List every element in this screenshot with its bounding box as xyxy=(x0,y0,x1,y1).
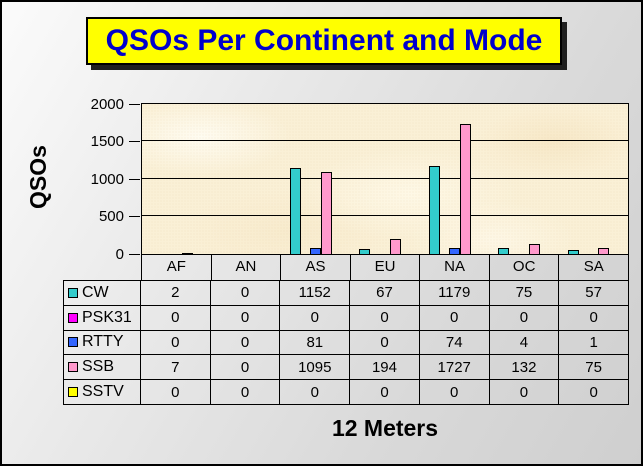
ytick-mark-1000 xyxy=(129,179,140,180)
bar-cw-na xyxy=(429,166,440,254)
table-cell-sstv-as: 0 xyxy=(280,380,351,405)
gridline-1000 xyxy=(142,178,628,179)
table-cell-rtty-eu: 0 xyxy=(350,330,420,356)
category-eu: EU xyxy=(351,255,421,280)
legend: CW PSK31 RTTY SSB SSTV xyxy=(63,280,141,405)
table-cell-rtty-af: 0 xyxy=(141,330,211,356)
legend-swatch-psk31-icon xyxy=(68,312,78,323)
gridline-1500 xyxy=(142,140,628,141)
legend-swatch-rtty-icon xyxy=(68,337,78,348)
table-cell-sstv-sa: 0 xyxy=(559,380,629,405)
legend-row-rtty: RTTY xyxy=(64,331,140,356)
bar-ssb-eu xyxy=(390,239,401,254)
legend-swatch-cw-icon xyxy=(68,287,78,298)
x-axis-title: 12 Meters xyxy=(331,415,439,441)
table-cell-ssb-an: 0 xyxy=(210,355,281,381)
bar-cw-oc xyxy=(498,248,509,254)
table-cell-sstv-na: 0 xyxy=(419,380,490,405)
table-cell-cw-oc: 75 xyxy=(489,281,560,306)
legend-label-sstv: SSTV xyxy=(82,383,124,401)
table-cell-rtty-sa: 1 xyxy=(559,330,629,356)
ytick-mark-0 xyxy=(129,254,140,255)
bar-ssb-sa xyxy=(598,248,609,254)
ytick-label-0: 0 xyxy=(115,246,124,263)
legend-label-psk31: PSK31 xyxy=(82,308,132,326)
table-cell-ssb-eu: 194 xyxy=(350,355,420,381)
bar-rtty-as xyxy=(310,248,321,254)
category-oc: OC xyxy=(490,255,560,280)
chart-title: QSOs Per Continent and Mode xyxy=(105,24,543,57)
bar-cw-as xyxy=(290,168,301,254)
legend-label-ssb: SSB xyxy=(82,358,115,376)
table-cell-psk31-sa: 0 xyxy=(559,305,629,331)
category-sa: SA xyxy=(559,255,630,280)
table-cell-sstv-an: 0 xyxy=(210,380,281,405)
legend-row-cw: CW xyxy=(64,281,140,306)
bar-ssb-af xyxy=(182,253,193,254)
legend-swatch-sstv-icon xyxy=(68,387,78,398)
table-cell-rtty-na: 74 xyxy=(419,330,490,356)
table-cell-cw-na: 1179 xyxy=(419,281,490,306)
ytick-mark-2000 xyxy=(129,104,140,105)
table-cell-cw-af: 2 xyxy=(141,281,211,306)
ytick-label-1000: 1000 xyxy=(90,171,124,188)
category-na: NA xyxy=(420,255,490,280)
ytick-label-1500: 1500 xyxy=(90,133,124,150)
table-cell-psk31-af: 0 xyxy=(141,305,211,331)
table-cell-cw-sa: 57 xyxy=(559,281,629,306)
table-cell-psk31-eu: 0 xyxy=(350,305,420,331)
ytick-label-500: 500 xyxy=(98,208,124,225)
table-cell-ssb-na: 1727 xyxy=(419,355,490,381)
gridline-500 xyxy=(142,215,628,216)
y-axis-title: QSOs xyxy=(25,145,51,209)
legend-label-cw: CW xyxy=(82,283,109,301)
table-cell-sstv-eu: 0 xyxy=(350,380,420,405)
table-cell-rtty-an: 0 xyxy=(210,330,281,356)
data-table: 2 0 1152 67 1179 75 57 0 0 0 0 0 0 0 0 0 81 0 74 4 1 7 0 1095 19… xyxy=(141,280,629,405)
bar-cw-eu xyxy=(359,249,370,254)
bar-ssb-na xyxy=(460,124,471,254)
bar-ssb-oc xyxy=(529,244,540,254)
ytick-mark-1500 xyxy=(129,141,140,142)
legend-row-sstv: SSTV xyxy=(64,380,140,404)
table-cell-cw-an: 0 xyxy=(210,281,281,306)
x-axis-categories: AF AN AS EU NA OC SA xyxy=(141,255,630,280)
category-as: AS xyxy=(281,255,351,280)
legend-row-ssb: SSB xyxy=(64,355,140,381)
category-af: AF xyxy=(142,255,212,280)
table-cell-cw-eu: 67 xyxy=(350,281,420,306)
legend-row-psk31: PSK31 xyxy=(64,306,140,331)
chart-title-box: QSOs Per Continent and Mode xyxy=(86,17,562,65)
table-cell-sstv-af: 0 xyxy=(141,380,211,405)
table-cell-ssb-af: 7 xyxy=(141,355,211,381)
ytick-mark-500 xyxy=(129,216,140,217)
table-cell-psk31-an: 0 xyxy=(210,305,281,331)
table-cell-cw-as: 1152 xyxy=(280,281,351,306)
ytick-label-2000: 2000 xyxy=(90,96,124,113)
bar-cw-sa xyxy=(568,250,579,254)
legend-swatch-ssb-icon xyxy=(68,362,78,373)
table-cell-psk31-oc: 0 xyxy=(489,305,560,331)
table-cell-ssb-as: 1095 xyxy=(280,355,351,381)
table-cell-ssb-oc: 132 xyxy=(489,355,560,381)
table-cell-psk31-as: 0 xyxy=(280,305,351,331)
table-cell-sstv-oc: 0 xyxy=(489,380,560,405)
category-an: AN xyxy=(212,255,282,280)
table-cell-rtty-oc: 4 xyxy=(489,330,560,356)
table-cell-rtty-as: 81 xyxy=(280,330,351,356)
table-cell-ssb-sa: 75 xyxy=(559,355,629,381)
bar-rtty-na xyxy=(449,248,460,254)
plot-area xyxy=(141,103,629,255)
legend-label-rtty: RTTY xyxy=(82,333,124,351)
table-cell-psk31-na: 0 xyxy=(419,305,490,331)
bar-ssb-as xyxy=(321,172,332,254)
